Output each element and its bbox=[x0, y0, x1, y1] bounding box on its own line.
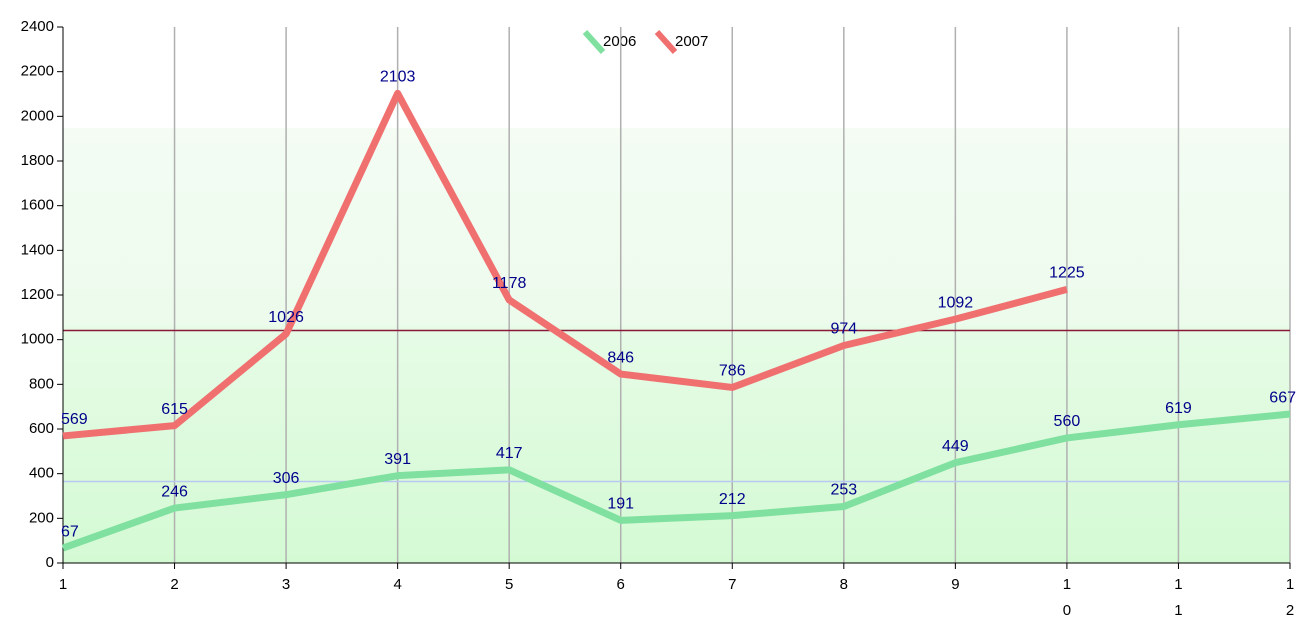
x-tick-label: 5 bbox=[505, 576, 513, 593]
series-line bbox=[61, 410, 1291, 552]
data-label: 619 bbox=[1165, 400, 1192, 417]
x-tick-label: 9 bbox=[951, 576, 959, 593]
y-tick-label: 0 bbox=[46, 554, 54, 571]
y-tick-label: 1400 bbox=[21, 241, 54, 258]
data-label: 417 bbox=[496, 445, 523, 462]
x-tick-label: 8 bbox=[840, 576, 848, 593]
data-label: 246 bbox=[161, 483, 188, 500]
data-label: 615 bbox=[161, 401, 188, 418]
legend-swatch bbox=[654, 29, 678, 55]
y-tick-label: 1000 bbox=[21, 331, 54, 348]
y-tick-label: 1200 bbox=[21, 286, 54, 303]
y-tick-label: 1600 bbox=[21, 197, 54, 214]
x-tick-label: 1 bbox=[59, 576, 67, 593]
x-tick-label: 4 bbox=[393, 576, 401, 593]
y-tick-label: 200 bbox=[29, 509, 54, 526]
legend-label: 2007 bbox=[675, 33, 708, 50]
y-tick-label: 2200 bbox=[21, 63, 54, 80]
y-tick-label: 2000 bbox=[21, 107, 54, 124]
data-label: 306 bbox=[273, 470, 300, 487]
data-label: 569 bbox=[61, 411, 88, 428]
data-label: 2103 bbox=[380, 69, 416, 86]
y-tick-label: 400 bbox=[29, 465, 54, 482]
x-tick-label: 2 bbox=[170, 576, 178, 593]
data-label: 560 bbox=[1054, 413, 1081, 430]
x-tick-label: 3 bbox=[282, 576, 290, 593]
data-label: 846 bbox=[607, 349, 634, 366]
data-label: 1092 bbox=[938, 294, 974, 311]
data-label: 1178 bbox=[492, 275, 527, 292]
data-label: 67 bbox=[61, 523, 79, 540]
series-line bbox=[62, 89, 1068, 440]
data-label: 1225 bbox=[1049, 265, 1085, 282]
x-tick-label: 7 bbox=[728, 576, 736, 593]
data-label: 449 bbox=[942, 438, 969, 455]
y-tick-label: 600 bbox=[29, 420, 54, 437]
data-label: 212 bbox=[719, 491, 746, 508]
legend: 2006 2007 bbox=[582, 29, 708, 55]
data-label: 391 bbox=[384, 451, 411, 468]
legend-swatch bbox=[582, 29, 606, 55]
data-label: 667 bbox=[1269, 389, 1296, 406]
y-tick-label: 800 bbox=[29, 375, 54, 392]
legend-label: 2006 bbox=[603, 33, 636, 50]
data-label: 786 bbox=[719, 363, 746, 380]
data-label: 191 bbox=[607, 496, 634, 513]
x-tick-label: 6 bbox=[617, 576, 625, 593]
data-label: 974 bbox=[830, 321, 857, 338]
data-label: 1026 bbox=[268, 309, 304, 326]
y-tick-label: 1800 bbox=[21, 152, 54, 169]
y-tick-label: 2400 bbox=[21, 18, 54, 35]
data-label: 253 bbox=[830, 482, 857, 499]
